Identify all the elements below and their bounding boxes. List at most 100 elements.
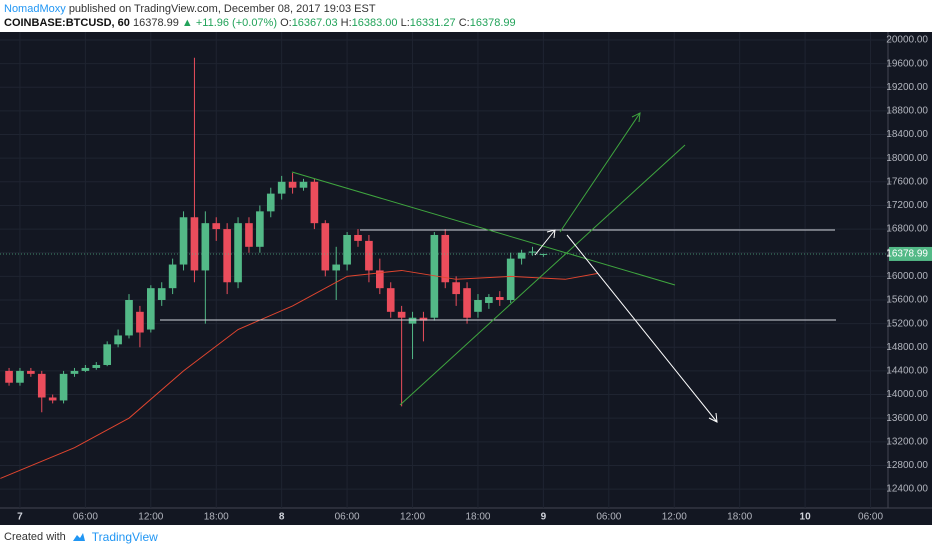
candle-body: [114, 335, 122, 345]
arrow-small: [534, 229, 556, 256]
y-tick-label: 18000.00: [886, 153, 928, 164]
y-tick-label: 17200.00: [886, 200, 928, 211]
y-tick-label: 19600.00: [886, 58, 928, 69]
candle-body: [147, 288, 155, 330]
candle-body: [157, 288, 166, 300]
candle-body: [376, 270, 384, 289]
candle-body: [245, 223, 253, 247]
y-tick-label: 13600.00: [886, 413, 928, 424]
candle-body: [48, 397, 57, 401]
moving-average: [0, 269, 599, 479]
published: published on TradingView.com, December 0…: [68, 3, 376, 15]
last-price-box: [889, 246, 932, 261]
y-tick-label: 12800.00: [886, 460, 928, 471]
candle-body: [343, 234, 351, 265]
y-tick-label: 16000.00: [886, 271, 928, 282]
candle-body: [506, 258, 515, 300]
x-tick-label: 10: [800, 512, 812, 523]
x-tick-label: 7: [17, 512, 23, 523]
candle-body: [441, 234, 450, 283]
x-tick-label: 12:00: [662, 512, 687, 523]
candle-body: [201, 223, 210, 271]
y-tick-label: 14400.00: [886, 366, 928, 377]
x-tick-label: 18:00: [204, 512, 229, 523]
y-tick-label: 19200.00: [886, 82, 928, 93]
high-v: 16383.00: [351, 17, 398, 29]
low-k: L:: [400, 17, 410, 29]
candle-body: [37, 373, 46, 398]
candle-body: [495, 297, 504, 300]
x-tick-label: 06:00: [73, 512, 98, 523]
candle-body: [288, 181, 297, 188]
x-tick-label: 18:00: [465, 512, 490, 523]
candle-body: [16, 370, 24, 383]
candle-body: [310, 181, 319, 224]
chart-wrap: 12400.00 12800.00 13200.00 13600.00 14000.00…: [0, 32, 932, 530]
y-tick-label: 15200.00: [886, 318, 928, 329]
candle-body: [332, 264, 341, 271]
candle-body: [365, 240, 373, 271]
x-tick-label: 12:00: [400, 512, 425, 523]
x-tick-label: 9: [541, 512, 547, 523]
candle-body: [190, 217, 199, 271]
logo: [72, 533, 85, 541]
candle-body: [430, 234, 439, 318]
candle-body: [5, 370, 13, 383]
candle-body: [528, 251, 537, 253]
plot: 12400.00 12800.00 13200.00 13600.00 14000.00…: [0, 32, 932, 523]
arrow-down: [566, 234, 718, 423]
trend-line: [291, 171, 676, 286]
open-v: 16367.03: [291, 17, 338, 29]
last: 16378.99: [132, 17, 179, 29]
arrow-head: [631, 112, 641, 123]
candle-body: [266, 193, 275, 212]
last-price-label: 16378.99: [886, 249, 928, 260]
footer: Created with TradingView: [4, 530, 158, 544]
candle-body: [419, 317, 428, 321]
x-tick-label: 12:00: [138, 512, 163, 523]
symbol: COINBASE:BTCUSD, 60: [4, 17, 130, 29]
candle-body: [125, 299, 133, 336]
drawings: [160, 112, 836, 423]
y-tick-label: 13200.00: [886, 436, 928, 447]
x-tick-label: 06:00: [335, 512, 360, 523]
candle-body: [452, 282, 460, 295]
arrow-head: [546, 229, 556, 239]
candle-body: [212, 223, 221, 230]
candle-body: [485, 297, 493, 303]
candle-body: [103, 344, 112, 365]
candle-body: [397, 311, 406, 318]
arrow-up: [559, 112, 641, 233]
candle-body: [234, 223, 242, 283]
candle-body: [408, 317, 417, 324]
close-k: C:: [458, 17, 470, 29]
y-tick-label: 12400.00: [886, 484, 928, 495]
close-v: 16378.99: [469, 17, 516, 29]
y-tick-label: 16800.00: [886, 224, 928, 235]
created-with: Created with: [4, 531, 66, 543]
y-tick-label: 18400.00: [886, 129, 928, 140]
candle-body: [299, 181, 308, 188]
candle-body: [81, 367, 90, 371]
x-tick-label: 18:00: [727, 512, 752, 523]
y-tick-label: 17600.00: [886, 176, 928, 187]
header: NomadMoxy published on TradingView.com, …: [4, 2, 516, 30]
candle-body: [27, 370, 35, 374]
x-tick-label: 8: [279, 512, 285, 523]
open-k: O:: [280, 17, 292, 29]
publish-line: NomadMoxy published on TradingView.com, …: [4, 2, 516, 16]
brand[interactable]: TradingView: [91, 530, 158, 544]
candle-body: [136, 311, 144, 333]
candle-body: [277, 181, 286, 194]
candle-body: [256, 211, 264, 247]
arrow-head: [708, 412, 718, 423]
y-tick-label: 14000.00: [886, 389, 928, 400]
x-tick-label: 06:00: [858, 512, 883, 523]
candle-body: [92, 364, 101, 368]
high-k: H:: [340, 17, 352, 29]
author[interactable]: NomadMoxy: [4, 3, 66, 15]
change: ▲ +11.96 (+0.07%): [181, 17, 277, 29]
y-tick-label: 14800.00: [886, 342, 928, 353]
candle-body: [59, 373, 68, 401]
